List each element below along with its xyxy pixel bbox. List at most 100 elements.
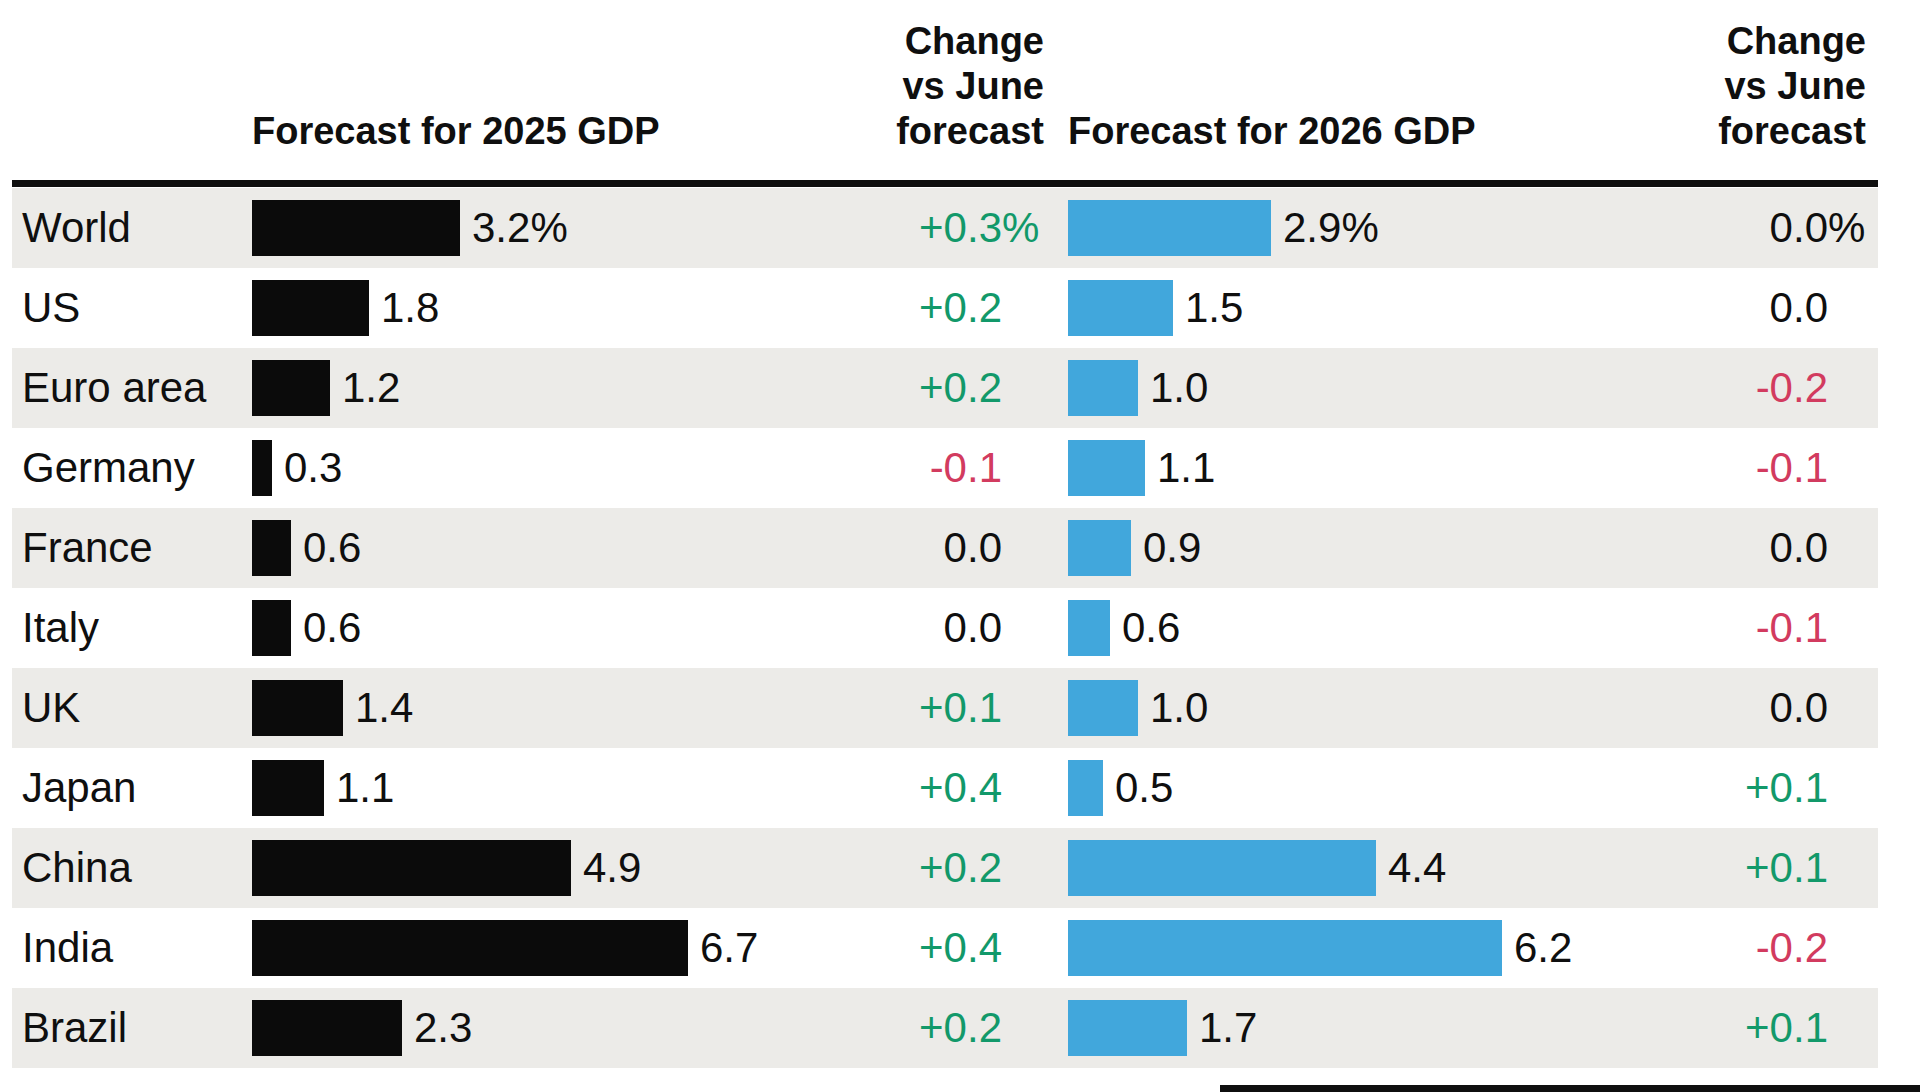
row-label: France (22, 508, 153, 588)
column-header-forecast-2025: Forecast for 2025 GDP (252, 109, 660, 154)
gdp-2025-value: 1.1 (336, 748, 394, 828)
row-label: UK (22, 668, 80, 748)
gdp-2025-value: 0.6 (303, 588, 361, 668)
gdp-2025-value: 3.2% (472, 188, 568, 268)
gdp-2026-value: 4.4 (1388, 828, 1446, 908)
column-header-change-2026: Change vs June forecast (1718, 19, 1866, 154)
change-2026-value: -0.1 (1756, 588, 1828, 668)
gdp-2026-bar (1068, 200, 1271, 256)
table-row: Japan 1.1 +0.4 0.5 +0.1 (0, 748, 1920, 828)
table-top-rule (12, 180, 1878, 187)
row-label: World (22, 188, 131, 268)
gdp-2026-bar (1068, 360, 1138, 416)
table-row: World3.2%+0.3%2.9%0.0% (0, 188, 1920, 268)
change-2025-value: +0.4 (919, 908, 1002, 988)
gdp-2026-value: 1.7 (1199, 988, 1257, 1068)
row-label: Italy (22, 588, 99, 668)
table-row: Brazil2.3+0.21.7+0.1 (0, 988, 1920, 1068)
change-2026-value: 0.0 (1770, 508, 1828, 588)
change-2026-value: -0.1 (1756, 428, 1828, 508)
column-header-line: Change (1718, 19, 1866, 64)
gdp-2025-value: 4.9 (583, 828, 641, 908)
change-2026-value: +0.1 (1745, 748, 1828, 828)
gdp-2026-bar (1068, 520, 1131, 576)
table-header: Forecast for 2025 GDP Change vs June for… (0, 0, 1920, 180)
column-header-line: forecast (1718, 109, 1866, 154)
change-2025-value: -0.1 (930, 428, 1002, 508)
gdp-2026-bar (1068, 680, 1138, 736)
row-label: China (22, 828, 132, 908)
gdp-2025-bar (252, 520, 291, 576)
next-section-rule (1220, 1085, 1920, 1092)
row-label: US (22, 268, 80, 348)
gdp-2026-value: 1.5 (1185, 268, 1243, 348)
gdp-2025-value: 1.4 (355, 668, 413, 748)
gdp-2025-value: 0.6 (303, 508, 361, 588)
gdp-2026-bar (1068, 600, 1110, 656)
gdp-forecast-table: Forecast for 2025 GDP Change vs June for… (0, 0, 1920, 1092)
gdp-2026-value: 0.9 (1143, 508, 1201, 588)
change-2025-value: 0.0 (944, 508, 1002, 588)
gdp-2025-value: 2.3 (414, 988, 472, 1068)
table-row: US 1.8 +0.2 1.5 0.0 (0, 268, 1920, 348)
gdp-2025-bar (252, 840, 571, 896)
row-label: Japan (22, 748, 136, 828)
table-row: France 0.6 0.0 0.9 0.0 (0, 508, 1920, 588)
column-header-line: vs June (1718, 64, 1866, 109)
gdp-2025-bar (252, 760, 324, 816)
gdp-2026-value: 6.2 (1514, 908, 1572, 988)
gdp-2026-value: 1.0 (1150, 668, 1208, 748)
gdp-2026-bar (1068, 840, 1376, 896)
table-row: Germany 0.3 -0.1 1.1 -0.1 (0, 428, 1920, 508)
gdp-2025-value: 6.7 (700, 908, 758, 988)
table-row: UK1.4+0.11.00.0 (0, 668, 1920, 748)
column-header-line: forecast (896, 109, 1044, 154)
change-2026-value: 0.0 (1770, 268, 1828, 348)
gdp-2025-bar (252, 1000, 402, 1056)
gdp-2025-value: 1.2 (342, 348, 400, 428)
change-2026-value: +0.1 (1745, 828, 1828, 908)
gdp-2025-bar (252, 600, 291, 656)
gdp-2025-bar (252, 920, 688, 976)
gdp-2026-bar (1068, 1000, 1187, 1056)
gdp-2026-bar (1068, 920, 1502, 976)
change-2025-value: +0.4 (919, 748, 1002, 828)
change-2025-value: +0.2 (919, 268, 1002, 348)
row-label: Brazil (22, 988, 127, 1068)
column-header-forecast-2026: Forecast for 2026 GDP (1068, 109, 1476, 154)
row-label: Germany (22, 428, 195, 508)
gdp-2025-bar (252, 280, 369, 336)
change-2025-value: +0.2 (919, 828, 1002, 908)
gdp-2026-bar (1068, 440, 1145, 496)
gdp-2026-bar (1068, 760, 1103, 816)
gdp-2025-bar (252, 360, 330, 416)
change-2026-value: -0.2 (1756, 908, 1828, 988)
gdp-2026-value: 1.1 (1157, 428, 1215, 508)
gdp-2026-value: 0.6 (1122, 588, 1180, 668)
gdp-2026-value: 0.5 (1115, 748, 1173, 828)
gdp-2026-value: 1.0 (1150, 348, 1208, 428)
gdp-2026-bar (1068, 280, 1173, 336)
gdp-2025-bar (252, 680, 343, 736)
change-2026-value: 0.0% (1770, 188, 1828, 268)
table-row: China 4.9 +0.2 4.4 +0.1 (0, 828, 1920, 908)
gdp-2026-value: 2.9% (1283, 188, 1379, 268)
gdp-2025-value: 1.8 (381, 268, 439, 348)
change-2025-value: +0.2 (919, 348, 1002, 428)
table-row: India 6.7 +0.4 6.2 -0.2 (0, 908, 1920, 988)
gdp-2025-value: 0.3 (284, 428, 342, 508)
gdp-2025-bar (252, 200, 460, 256)
change-2025-value: 0.0 (944, 588, 1002, 668)
table-body: World3.2%+0.3%2.9%0.0%US1.8+0.21.50.0Eur… (0, 188, 1920, 1068)
change-2026-value: +0.1 (1745, 988, 1828, 1068)
column-header-line: vs June (896, 64, 1044, 109)
gdp-2025-bar (252, 440, 272, 496)
table-row: Italy 0.6 0.0 0.6 -0.1 (0, 588, 1920, 668)
column-header-line: Change (896, 19, 1044, 64)
change-2026-value: -0.2 (1756, 348, 1828, 428)
table-row: Euro area 1.2 +0.2 1.0 -0.2 (0, 348, 1920, 428)
row-label: Euro area (22, 348, 206, 428)
row-label: India (22, 908, 113, 988)
change-2026-value: 0.0 (1770, 668, 1828, 748)
column-header-change-2025: Change vs June forecast (896, 19, 1044, 154)
